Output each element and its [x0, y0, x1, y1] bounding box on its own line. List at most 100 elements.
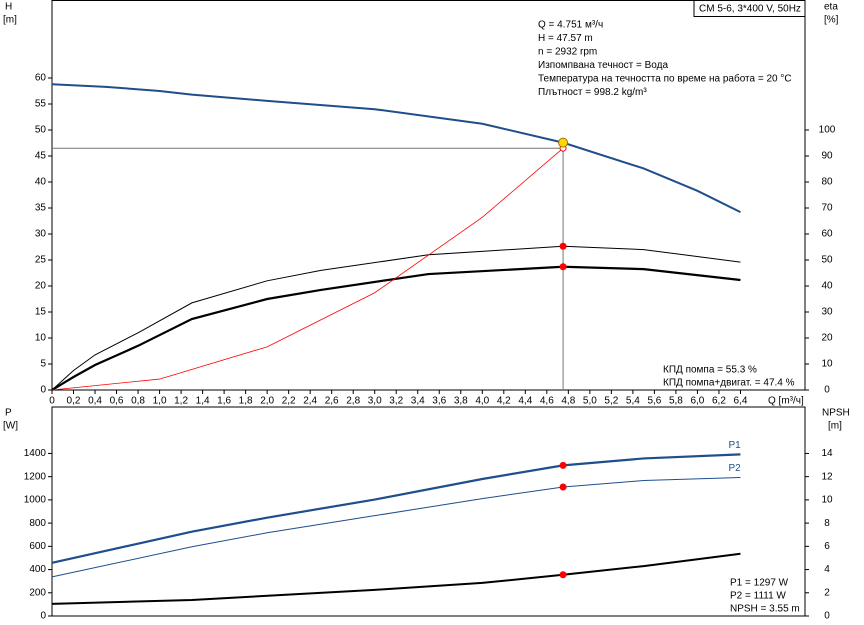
x-tick-label: 0,8: [131, 396, 145, 407]
y-tick-label: 1400: [24, 448, 47, 459]
y-axis-label: P: [5, 408, 12, 419]
y-tick-label: 55: [35, 99, 47, 110]
operating-point: [559, 483, 567, 491]
x-tick-label: 5,6: [647, 396, 661, 407]
x-tick-label: 6,0: [690, 396, 704, 407]
y2-tick-label: 0: [824, 385, 830, 396]
model-label: CM 5-6, 3*400 V, 50Hz: [699, 4, 801, 15]
operating-point: [559, 461, 567, 469]
x-tick-label: 5,8: [669, 396, 683, 407]
x-tick-label: 4,2: [497, 396, 511, 407]
y2-tick-label: 2: [824, 587, 830, 598]
y-tick-label: 25: [35, 255, 47, 266]
x-tick-label: 2,0: [260, 396, 274, 407]
x-tick-label: 4,4: [518, 396, 532, 407]
y2-tick-label: 14: [821, 448, 833, 459]
result-note: NPSH = 3.55 m: [730, 604, 800, 615]
curve: [51, 147, 564, 391]
y-tick-label: 400: [29, 564, 46, 575]
y2-tick-label: 10: [821, 359, 833, 370]
x-tick-label: 1,0: [153, 396, 167, 407]
y2-axis-label: eta: [824, 2, 838, 13]
top-plot-frame: [51, 0, 806, 391]
operating-point: [559, 263, 567, 271]
y-tick-label: 35: [35, 203, 47, 214]
x-tick-label: 4,6: [540, 396, 554, 407]
y-tick-label: 10: [35, 333, 47, 344]
x-tick-label: 0: [49, 396, 55, 407]
annotation: Плътност = 998.2 kg/m³: [538, 87, 647, 98]
y-tick-label: 200: [29, 587, 46, 598]
x-axis-label: Q [m³/ч]: [768, 396, 804, 407]
annotation: Изпомпвана течност = Вода: [538, 60, 668, 71]
y-tick-label: 30: [35, 229, 47, 240]
curve: [51, 245, 741, 391]
y2-tick-label: 0: [824, 611, 830, 622]
y-tick-label: 0: [40, 385, 46, 396]
y-tick-label: 800: [29, 518, 46, 529]
y2-axis-unit: [m]: [828, 421, 842, 432]
x-tick-label: 5,4: [626, 396, 640, 407]
y2-tick-label: 80: [821, 177, 833, 188]
x-tick-label: 3,8: [454, 396, 468, 407]
y2-axis-label: NPSH: [822, 408, 850, 419]
result-note: P2 = 1111 W: [730, 591, 786, 602]
x-tick-label: 2,4: [303, 396, 317, 407]
y-tick-label: 0: [40, 611, 46, 622]
y2-tick-label: 10: [821, 495, 833, 506]
y2-tick-label: 70: [821, 203, 833, 214]
y-tick-label: 600: [29, 541, 46, 552]
y-tick-label: 45: [35, 151, 47, 162]
curve: [51, 453, 741, 564]
y2-tick-label: 90: [821, 151, 833, 162]
x-tick-label: 1,2: [174, 396, 188, 407]
curve-label: P1: [728, 440, 741, 451]
curve: [51, 265, 741, 391]
x-tick-label: 2,6: [325, 396, 339, 407]
x-tick-label: 2,8: [346, 396, 360, 407]
x-tick-label: 3,0: [368, 396, 382, 407]
y-tick-label: 60: [35, 73, 47, 84]
y2-tick-label: 20: [821, 333, 833, 344]
x-tick-label: 4,0: [475, 396, 489, 407]
y2-tick-label: 100: [819, 125, 836, 136]
y2-tick-label: 60: [821, 229, 833, 240]
x-tick-label: 3,6: [432, 396, 446, 407]
curve: [51, 552, 741, 605]
curve-label: P2: [728, 463, 741, 474]
x-tick-label: 1,8: [239, 396, 253, 407]
x-tick-label: 1,4: [196, 396, 210, 407]
y-tick-label: 5: [40, 359, 46, 370]
x-tick-label: 0,6: [110, 396, 124, 407]
x-tick-label: 3,4: [411, 396, 425, 407]
y2-tick-label: 8: [824, 518, 830, 529]
bottom-plot-frame: [51, 406, 806, 617]
annotation: Температура на течността по време на раб…: [538, 73, 792, 85]
y2-tick-label: 40: [821, 281, 833, 292]
y2-tick-label: 4: [824, 564, 830, 575]
result-note: КПД помпа = 55.3 %: [663, 365, 757, 376]
x-tick-label: 0,2: [67, 396, 81, 407]
y2-tick-label: 50: [821, 255, 833, 266]
operating-point: [559, 571, 567, 579]
annotation: n = 2932 rpm: [538, 47, 597, 58]
y-tick-label: 15: [35, 307, 47, 318]
y-tick-label: 1200: [24, 471, 47, 482]
result-note: P1 = 1297 W: [730, 578, 789, 589]
x-tick-label: 5,0: [583, 396, 597, 407]
x-tick-label: 4,8: [561, 396, 575, 407]
model-box: [693, 0, 806, 17]
curve: [51, 83, 741, 214]
y2-axis-unit: [%]: [824, 15, 839, 26]
y2-tick-label: 12: [821, 471, 833, 482]
y-tick-label: 50: [35, 125, 47, 136]
y-tick-label: 20: [35, 281, 47, 292]
x-tick-label: 0,4: [88, 396, 102, 407]
y-axis-label: H: [5, 2, 12, 13]
curve: [51, 476, 741, 578]
operating-point: [559, 242, 567, 250]
annotation: Q = 4.751 м³/ч: [538, 20, 603, 31]
y2-tick-label: 6: [824, 541, 830, 552]
x-tick-label: 3,2: [389, 396, 403, 407]
